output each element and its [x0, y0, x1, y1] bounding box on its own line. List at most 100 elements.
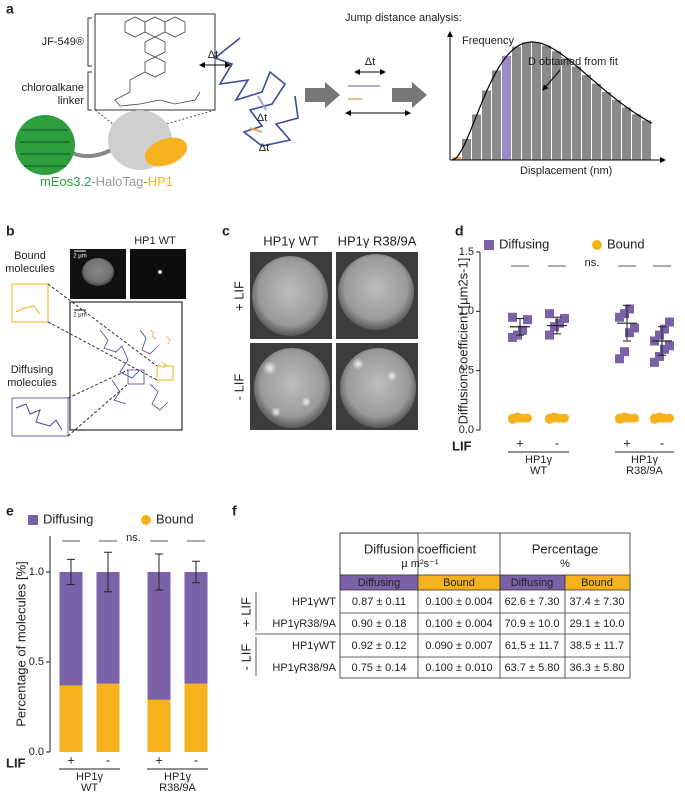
error-bar — [155, 553, 163, 591]
bracket — [87, 17, 92, 111]
category-title: LIF — [452, 438, 472, 453]
diffusing-box — [127, 369, 145, 385]
hist-bar — [612, 100, 621, 160]
row-label: HP1γWT — [292, 640, 336, 652]
legend-label: Bound — [607, 236, 645, 251]
construct-part: - — [143, 174, 147, 189]
y-axis-label: Diffusion coefficient [µm2s-1] — [455, 258, 470, 425]
table-cell: 37.4 ± 7.30 — [570, 596, 625, 608]
hp1-protein — [144, 137, 188, 167]
hist-bar — [542, 45, 551, 160]
construct-part: - — [91, 174, 95, 189]
step-label: Δt — [365, 56, 375, 68]
legend-label: Bound — [156, 511, 194, 526]
scale-label: 2 µm — [73, 313, 86, 319]
data-point — [660, 344, 669, 354]
construct-part: HaloTag — [96, 174, 144, 189]
flow-arrow — [392, 82, 427, 108]
table-cell: 61.5 ± 11.7 — [505, 640, 559, 652]
linker-art — [69, 146, 116, 159]
barrel — [20, 129, 70, 167]
bar-segment — [184, 683, 208, 752]
table-unit: µ m²s⁻¹ — [401, 558, 439, 570]
data-point — [523, 315, 532, 325]
data-point — [560, 413, 569, 423]
legend-marker — [141, 515, 151, 525]
table-grid — [255, 532, 631, 679]
table-header: Percentage — [532, 541, 599, 556]
group-label: HP1γ — [525, 454, 552, 466]
bar-segment — [96, 572, 120, 684]
table-cell: 0.90 ± 0.18 — [352, 618, 407, 630]
y-tick-label: 0.0 — [459, 424, 474, 436]
table-header: Diffusion coefficient — [364, 541, 477, 556]
hist-bar — [472, 114, 481, 160]
data-point — [513, 412, 522, 422]
table-subheader: Bound — [443, 577, 475, 589]
data-point — [630, 413, 639, 423]
table-cell: 70.9 ± 10.0 — [505, 618, 560, 630]
nucleus — [252, 256, 328, 336]
construct-part: HP1 — [148, 174, 173, 189]
y-tick-label: 1.0 — [29, 566, 44, 578]
table-cell: 0.100 ± 0.004 — [425, 618, 492, 630]
data-point — [545, 330, 554, 340]
row-label: HP1γR38/9A — [272, 618, 336, 630]
linker-label: linker — [58, 95, 85, 107]
diffusing-track — [15, 403, 63, 431]
error-bar — [104, 551, 112, 593]
data-point — [550, 412, 559, 422]
data-point — [620, 412, 629, 422]
bound-label: molecules — [5, 263, 55, 275]
zoom-lines — [47, 283, 158, 437]
row-label: HP1γWT — [292, 596, 336, 608]
hist-bar — [532, 42, 541, 161]
panel-label: f — [232, 503, 237, 519]
bar-segment — [59, 572, 83, 686]
structure-box — [94, 13, 216, 111]
hist-bar — [572, 66, 581, 160]
focus — [301, 397, 311, 407]
data-point — [615, 312, 624, 322]
table-cell: 0.100 ± 0.004 — [425, 596, 492, 608]
group-label: WT — [530, 465, 547, 477]
flow-arrow — [305, 82, 340, 108]
table-cell: 0.090 ± 0.007 — [425, 640, 492, 652]
data-point — [545, 309, 554, 319]
row-label: - LIF — [231, 374, 246, 401]
group-label: - LIF — [238, 644, 253, 671]
bar-segment — [59, 685, 83, 752]
data-point — [508, 312, 517, 322]
step-label: Δt — [259, 142, 269, 154]
table-subheader: Diffusing — [511, 577, 554, 589]
data-point — [523, 413, 532, 423]
hist-bar — [642, 120, 651, 160]
legend-marker — [484, 240, 494, 250]
data-point — [620, 309, 629, 319]
data-point — [660, 324, 669, 334]
significance-label: ns. — [126, 532, 141, 544]
spot — [158, 270, 162, 274]
bound-zoom — [11, 283, 49, 323]
focus — [263, 361, 277, 375]
x-tick-label: + — [67, 752, 75, 767]
data-point — [620, 347, 629, 357]
data-point — [630, 323, 639, 333]
error-bar — [658, 326, 666, 356]
y-tick-label: 0.5 — [459, 365, 474, 377]
panel-label: a — [6, 1, 14, 17]
panel-label: c — [222, 223, 230, 239]
y-tick-label: 1.0 — [459, 305, 474, 317]
data-point — [615, 354, 624, 364]
hist-x-label: Displacement (nm) — [520, 165, 612, 177]
column-label: HP1γ WT — [263, 233, 319, 248]
hist-bar — [632, 114, 641, 160]
data-point — [518, 325, 527, 335]
panel-b-art — [11, 249, 186, 437]
bound-track — [15, 305, 41, 315]
bar-segment — [147, 572, 171, 700]
x-tick-label: + — [623, 435, 631, 450]
data-point — [665, 317, 674, 327]
